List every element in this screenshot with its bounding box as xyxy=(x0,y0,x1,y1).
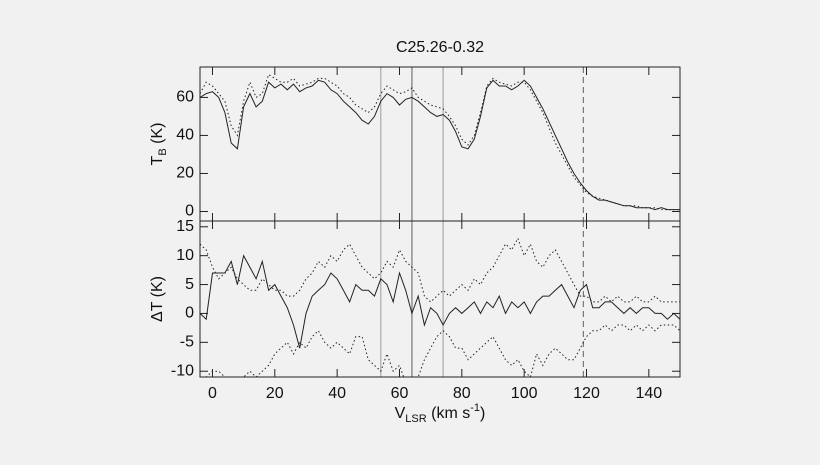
plot-frame xyxy=(199,66,681,222)
label-part: V xyxy=(395,405,406,422)
axis-label: TB (K) xyxy=(149,123,169,166)
x-tick-label: 40 xyxy=(328,385,346,402)
y-tick-label: -10 xyxy=(171,362,194,379)
y-tick-label: 20 xyxy=(176,165,194,182)
plot-frame xyxy=(199,220,681,378)
label-part: B xyxy=(157,148,169,155)
axis-label: ΔT (K) xyxy=(149,276,166,322)
x-tick-label: 100 xyxy=(511,385,538,402)
axis-label: VLSR (km s-1) xyxy=(395,402,486,425)
chart-title: C25.26-0.32 xyxy=(396,39,484,56)
data-line xyxy=(205,324,680,377)
x-tick-label: 120 xyxy=(573,385,600,402)
label-part: ΔT (K) xyxy=(149,276,166,322)
x-tick-label: 60 xyxy=(391,385,409,402)
data-line xyxy=(200,79,680,211)
data-line xyxy=(200,237,680,303)
y-tick-label: 15 xyxy=(176,218,194,235)
data-line xyxy=(200,254,680,349)
y-tick-label: 60 xyxy=(176,89,194,106)
x-tick-label: 0 xyxy=(208,385,217,402)
label-part: LSR xyxy=(405,413,426,425)
label-part: ) xyxy=(480,405,485,422)
x-tick-label: 20 xyxy=(266,385,284,402)
x-tick-label: 140 xyxy=(635,385,662,402)
label-part: (K) xyxy=(149,123,166,149)
data-line xyxy=(200,73,680,211)
y-tick-label: 5 xyxy=(185,276,194,293)
label-part: T xyxy=(149,155,166,165)
label-part: -1 xyxy=(470,402,480,414)
label-part: (km s xyxy=(427,405,471,422)
y-tick-label: 0 xyxy=(185,203,194,220)
y-tick-label: -5 xyxy=(180,334,194,351)
y-tick-label: 0 xyxy=(185,305,194,322)
y-tick-label: 10 xyxy=(176,247,194,264)
y-tick-label: 40 xyxy=(176,127,194,144)
x-tick-label: 80 xyxy=(453,385,471,402)
